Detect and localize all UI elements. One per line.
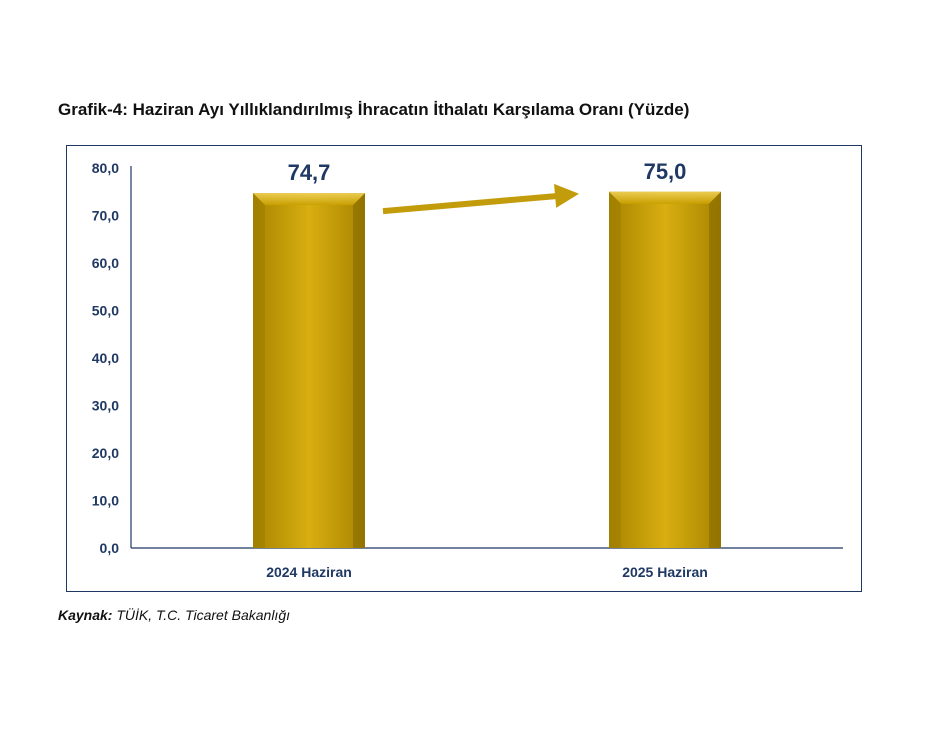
bar (609, 191, 721, 548)
trend-arrow-head (554, 183, 579, 208)
bar-bevel-left (253, 193, 265, 549)
bar (253, 193, 365, 549)
trend-arrow-group (382, 183, 579, 215)
y-tick-label: 50,0 (92, 303, 119, 319)
trend-arrow-line (382, 191, 570, 215)
y-tick-label: 80,0 (92, 160, 119, 176)
x-tick-label: 2025 Haziran (622, 564, 708, 580)
y-tick-label: 20,0 (92, 445, 119, 461)
data-label: 74,7 (288, 160, 331, 185)
source-text: TÜİK, T.C. Ticaret Bakanlığı (112, 607, 290, 623)
bar-bevel-left (609, 191, 621, 548)
bar-bevel-right (353, 193, 365, 549)
y-tick-label: 10,0 (92, 493, 119, 509)
x-axis-labels: 2024 Haziran 2025 Haziran (266, 564, 708, 580)
source-label: Kaynak: (58, 607, 113, 623)
source-note: Kaynak: TÜİK, T.C. Ticaret Bakanlığı (58, 607, 290, 623)
chart-title: Grafik-4: Haziran Ayı Yıllıklandırılmış … (58, 100, 690, 119)
y-tick-label: 70,0 (92, 208, 119, 224)
y-tick-label: 30,0 (92, 398, 119, 414)
y-tick-label: 40,0 (92, 350, 119, 366)
y-axis: 0,0 10,0 20,0 30,0 40,0 50,0 60,0 70,0 80,0 (92, 160, 843, 556)
y-tick-label: 0,0 (100, 540, 120, 556)
bars-group: 74,7 75,0 (253, 159, 721, 549)
chart-frame: 0,0 10,0 20,0 30,0 40,0 50,0 60,0 70,0 80,0 74,7… (66, 145, 862, 592)
y-tick-label: 60,0 (92, 255, 119, 271)
bar-chart: 0,0 10,0 20,0 30,0 40,0 50,0 60,0 70,0 80,0 74,7… (92, 159, 843, 580)
data-label: 75,0 (644, 159, 687, 184)
bar-bevel-right (709, 191, 721, 548)
bar-bevel-top (253, 193, 365, 206)
bar-bevel-top (609, 191, 721, 204)
x-tick-label: 2024 Haziran (266, 564, 352, 580)
